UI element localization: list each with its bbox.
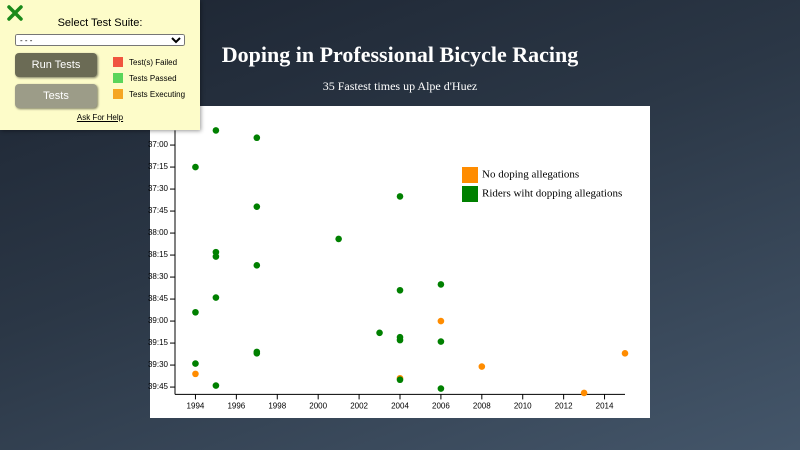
x-tick-label: 1998 bbox=[268, 402, 286, 411]
y-tick-label: 38:00 bbox=[148, 228, 169, 237]
x-tick-label: 2006 bbox=[432, 402, 450, 411]
x-tick-label: 2002 bbox=[350, 402, 368, 411]
data-point bbox=[396, 286, 404, 294]
test-key: Tests Passed bbox=[113, 73, 177, 83]
legend-swatch bbox=[462, 167, 478, 183]
data-point bbox=[437, 281, 445, 288]
x-tick-label: 2012 bbox=[555, 402, 573, 411]
x-tick-label: 1994 bbox=[187, 402, 205, 411]
run-tests-button[interactable]: Run Tests bbox=[15, 53, 97, 77]
data-point bbox=[212, 127, 220, 134]
y-tick-label: 37:30 bbox=[148, 184, 169, 193]
y-tick-label: 38:45 bbox=[148, 294, 169, 303]
legend-label: Riders wiht dopping allegations bbox=[482, 188, 622, 200]
help-link[interactable]: Ask For Help bbox=[76, 113, 124, 122]
y-tick-label: 38:30 bbox=[148, 272, 169, 281]
data-point bbox=[437, 338, 445, 345]
data-point bbox=[253, 134, 261, 142]
y-tick-label: 37:00 bbox=[148, 140, 169, 149]
data-point bbox=[396, 376, 404, 384]
test-key-swatch bbox=[113, 73, 123, 83]
data-point bbox=[376, 329, 383, 337]
test-key: Test(s) Failed bbox=[113, 57, 177, 67]
data-point bbox=[192, 360, 199, 367]
data-point bbox=[212, 294, 220, 301]
data-point bbox=[621, 350, 629, 357]
data-point bbox=[253, 262, 261, 269]
data-point bbox=[335, 235, 342, 243]
suite-label: Select Test Suite: bbox=[57, 17, 143, 29]
suite-select[interactable]: - - - bbox=[15, 34, 185, 46]
data-point bbox=[192, 370, 199, 378]
legend-swatch bbox=[462, 186, 478, 202]
test-key-swatch bbox=[113, 89, 123, 99]
data-point bbox=[192, 308, 199, 316]
y-tick-label: 39:00 bbox=[148, 316, 169, 325]
y-tick-label: 39:30 bbox=[148, 360, 169, 369]
y-tick-label: 38:15 bbox=[148, 250, 169, 259]
plot-background bbox=[150, 106, 650, 418]
x-tick-label: 2014 bbox=[596, 402, 614, 411]
chart-subtitle: 35 Fastest times up Alpe d'Huez bbox=[323, 79, 477, 93]
tests-button[interactable]: Tests bbox=[15, 84, 97, 108]
data-point bbox=[478, 363, 486, 370]
test-key: Tests Executing bbox=[113, 89, 185, 99]
data-point bbox=[192, 163, 199, 171]
chart-title: Doping in Professional Bicycle Racing bbox=[222, 42, 579, 67]
close-button[interactable] bbox=[6, 4, 24, 22]
y-tick-label: 39:45 bbox=[148, 382, 169, 391]
x-tick-label: 2008 bbox=[473, 402, 491, 411]
test-key-label: Tests Executing bbox=[129, 89, 186, 99]
y-tick-label: 37:15 bbox=[148, 162, 169, 171]
test-panel: Select Test Suite: - - - Run Tests Tests… bbox=[0, 0, 200, 130]
y-tick-label: 39:15 bbox=[148, 338, 169, 347]
data-point bbox=[580, 389, 588, 397]
test-key-label: Test(s) Failed bbox=[129, 57, 178, 67]
data-point bbox=[437, 317, 445, 325]
data-point bbox=[212, 382, 220, 389]
y-tick-label: 37:45 bbox=[148, 206, 169, 215]
x-tick-label: 1996 bbox=[227, 402, 245, 411]
data-point bbox=[437, 385, 445, 392]
legend-label: No doping allegations bbox=[482, 169, 579, 181]
x-tick-label: 2004 bbox=[391, 402, 409, 411]
data-point bbox=[396, 336, 404, 344]
data-point bbox=[396, 193, 404, 200]
x-tick-label: 2000 bbox=[309, 402, 327, 411]
test-key-swatch bbox=[113, 57, 123, 67]
data-point bbox=[212, 253, 220, 260]
x-tick-label: 2010 bbox=[514, 402, 532, 411]
test-key-label: Tests Passed bbox=[129, 73, 177, 83]
data-point bbox=[253, 203, 261, 210]
data-point bbox=[253, 350, 261, 357]
